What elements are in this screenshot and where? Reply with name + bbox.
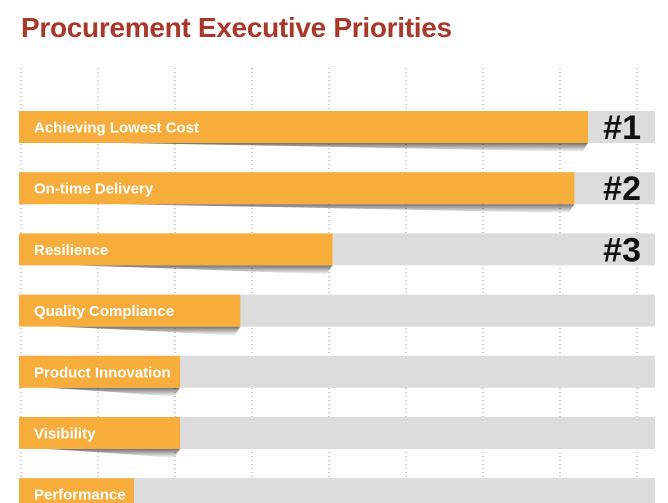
bar-shadow [118,204,575,214]
bar-label: Resilience [34,242,108,259]
bar-label: On-time Delivery [34,181,154,198]
rank-label: #2 [603,170,641,208]
bar-shadow [47,387,181,397]
bar-shadow [47,449,181,458]
bar [19,111,588,143]
rank-label: #1 [603,109,641,147]
bars [19,111,588,503]
rank-label: #3 [603,231,641,269]
rank-labels: #1 #2 #3 [603,109,641,269]
bar [19,233,333,266]
bar-label: Performance [34,487,126,503]
bar-label: Achieving Lowest Cost [34,120,199,137]
bar-label: Visibility [34,426,96,443]
bar [19,355,181,388]
bar [19,294,241,327]
bar-shadow [75,265,333,275]
bar-label: Quality Compliance [34,303,174,320]
bar [19,172,575,205]
chart-title: Procurement Executive Priorities [21,12,452,43]
bar-labels: Achieving Lowest Cost On-time Delivery Res… [34,120,199,503]
bar-label: Product Innovation [34,364,171,381]
bar [19,478,134,503]
bar-shadow [58,326,241,336]
bar-shadows [47,143,589,458]
bar [19,417,181,449]
bar-shadow [121,143,589,152]
